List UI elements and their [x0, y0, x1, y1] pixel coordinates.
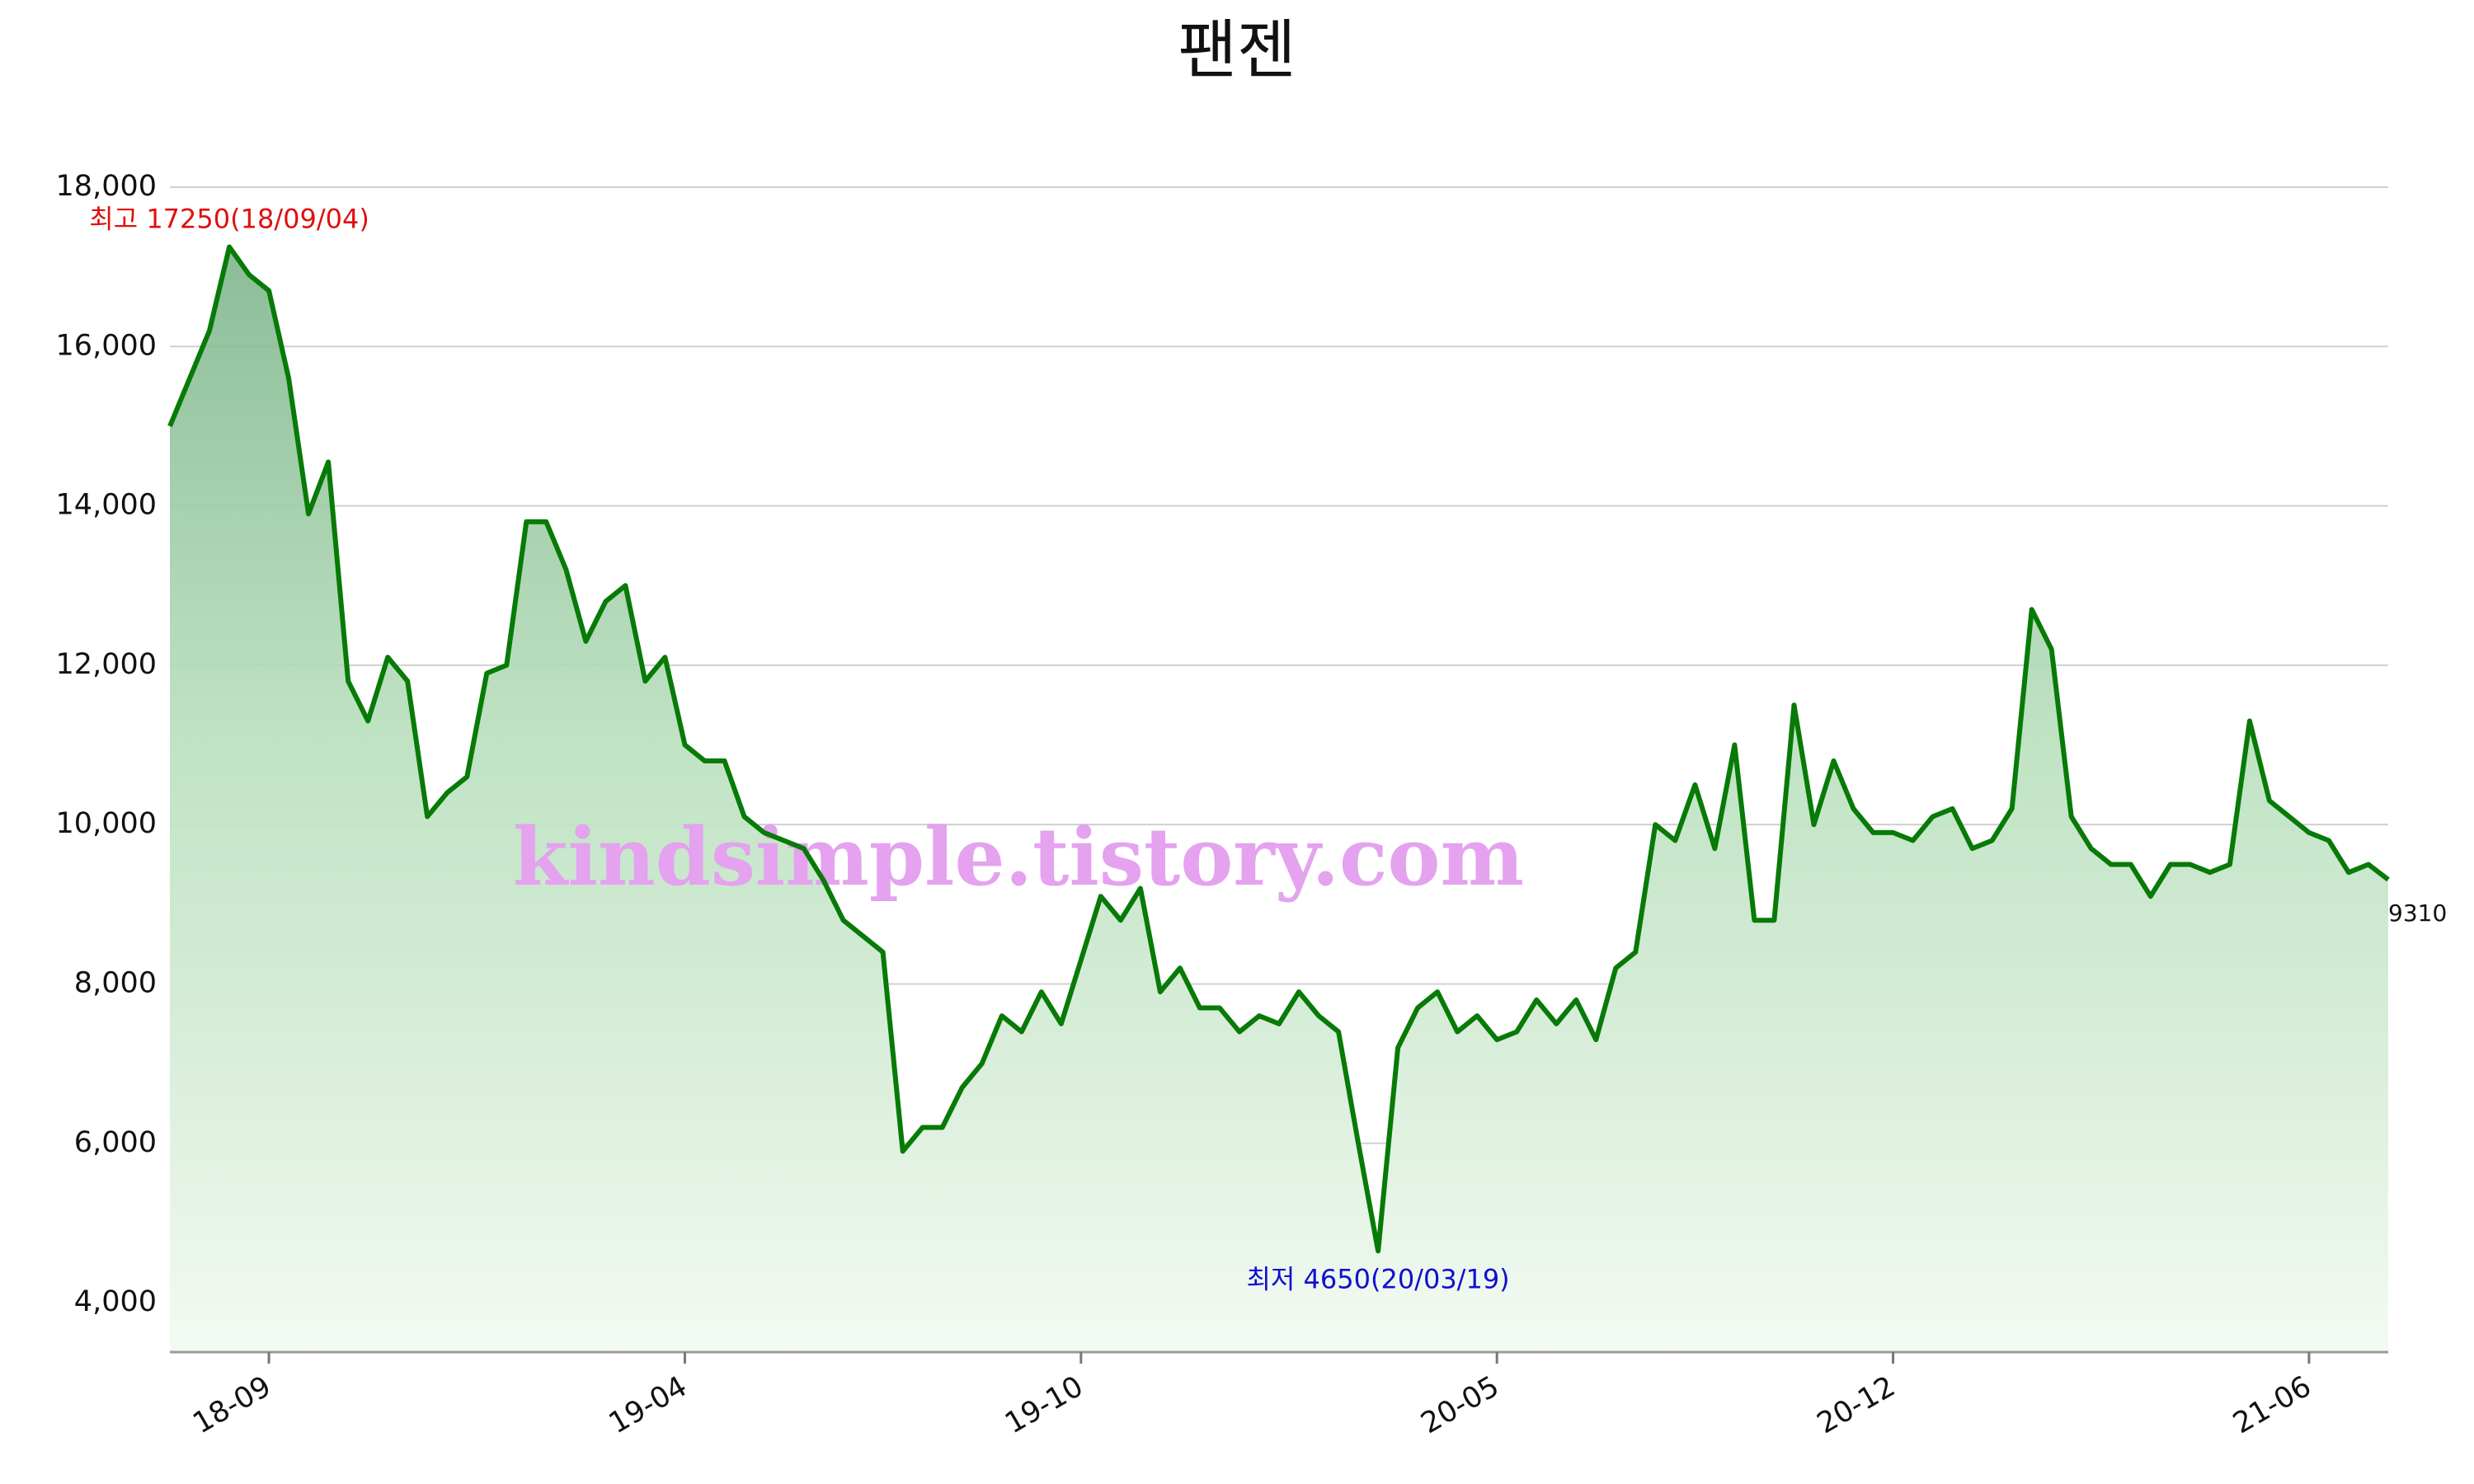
y-tick-label: 10,000 — [56, 807, 157, 840]
x-tick-label: 20-05 — [1416, 1370, 1505, 1440]
y-tick-label: 14,000 — [56, 489, 157, 522]
last-value-label: 9310 — [2388, 899, 2447, 927]
y-tick-label: 12,000 — [56, 648, 157, 681]
area — [170, 247, 2388, 1352]
y-tick-label: 6,000 — [74, 1126, 157, 1159]
y-tick-label: 4,000 — [74, 1285, 157, 1318]
y-tick-label: 18,000 — [56, 170, 157, 203]
y-tick-label: 8,000 — [74, 966, 157, 999]
max-annotation: 최고 17250(18/09/04) — [89, 203, 369, 234]
price-line — [167, 244, 2390, 1254]
x-tick-label: 18-09 — [188, 1370, 277, 1440]
min-annotation: 최저 4650(20/03/19) — [1246, 1263, 1509, 1294]
x-tick-label: 20-12 — [1812, 1370, 1901, 1440]
watermark: kindsimple.tistory.com — [513, 810, 1524, 904]
x-tick-label: 19-04 — [604, 1370, 693, 1440]
y-tick-label: 16,000 — [56, 329, 157, 362]
x-tick-label: 21-06 — [2227, 1370, 2316, 1440]
x-tick-label: 19-10 — [999, 1370, 1089, 1440]
chart-title: 팬젠 — [1178, 13, 1296, 87]
